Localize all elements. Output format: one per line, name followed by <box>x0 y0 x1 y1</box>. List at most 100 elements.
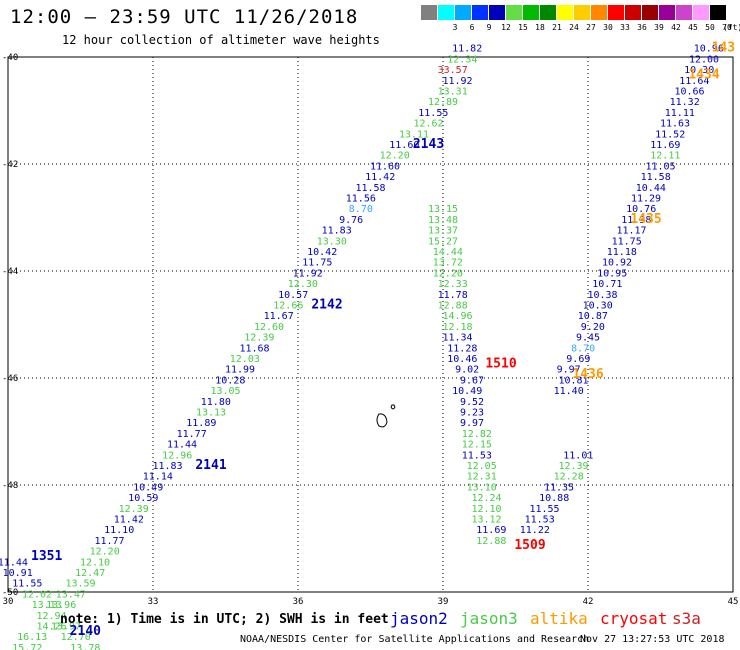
wave-reading: 13.15 <box>428 204 458 215</box>
pass-number: 1435 <box>630 212 661 227</box>
wave-reading: 12.10 <box>471 504 501 515</box>
wave-reading: 11.32 <box>670 97 700 108</box>
wave-reading: 11.29 <box>631 193 661 204</box>
wave-reading: 12.20 <box>433 268 463 279</box>
legend-label: 42 <box>671 23 681 32</box>
wave-reading: 9.45 <box>576 333 600 344</box>
wave-reading: 12.88 <box>438 300 468 311</box>
wave-reading: 13.10 <box>467 482 497 493</box>
map-frame <box>7 56 734 593</box>
legend-label: 45 <box>688 23 698 32</box>
wave-reading: 10.28 <box>215 375 245 386</box>
wave-reading: 12.89 <box>428 97 458 108</box>
legend-label: 21 <box>552 23 562 32</box>
satellite-name: cryosat <box>600 609 668 628</box>
wave-reading: 9.20 <box>581 322 605 333</box>
wave-reading: 9.23 <box>460 407 484 418</box>
wave-reading: 11.05 <box>645 161 675 172</box>
wave-reading: 10.92 <box>602 258 632 269</box>
wave-reading: 12.70 <box>61 632 91 643</box>
wave-reading: 11.69 <box>476 525 506 536</box>
wave-reading: 11.28 <box>447 343 477 354</box>
legend-swatch <box>455 5 471 20</box>
wave-reading: 12.28 <box>554 472 584 483</box>
wave-reading: 13.97 <box>51 621 81 632</box>
wave-reading: 10.88 <box>539 493 569 504</box>
wave-reading: 12.39 <box>558 461 588 472</box>
legend-label: 33 <box>620 23 630 32</box>
legend-label: 70 <box>722 23 732 32</box>
wave-reading: 11.38 <box>621 215 651 226</box>
wave-reading: 12.31 <box>467 472 497 483</box>
wave-reading: 10.42 <box>307 247 337 258</box>
wave-reading: 12.96 <box>162 450 192 461</box>
wave-reading: 10.30 <box>583 300 613 311</box>
legend-swatch <box>574 5 590 20</box>
wave-reading: 11.52 <box>655 129 685 140</box>
islet-outline <box>390 404 396 410</box>
wave-reading: 11.92 <box>442 76 472 87</box>
wave-reading: 11.56 <box>346 193 376 204</box>
pass-number: 2143 <box>413 137 444 152</box>
lon-tick-label: 39 <box>438 597 449 607</box>
legend-swatch <box>642 5 658 20</box>
wave-reading: 13.30 <box>317 236 347 247</box>
legend-swatch <box>506 5 522 20</box>
pass-number: 1351 <box>31 549 62 564</box>
wave-reading: 14.96 <box>442 311 472 322</box>
satellite-name: altika <box>530 609 588 628</box>
wave-reading: 10.30 <box>684 65 714 76</box>
wave-reading: 10.87 <box>578 311 608 322</box>
lat-tick-label: -40 <box>2 53 18 63</box>
legend-swatch <box>523 5 539 20</box>
wave-reading: 11.60 <box>389 140 419 151</box>
lon-tick-label: 42 <box>583 597 594 607</box>
wave-reading: 11.18 <box>607 247 637 258</box>
pass-number: 1436 <box>572 367 603 382</box>
wave-reading: 11.34 <box>442 333 472 344</box>
wave-reading: 11.53 <box>462 450 492 461</box>
legend-swatch <box>557 5 573 20</box>
legend-swatch <box>625 5 641 20</box>
wave-reading: 12.05 <box>467 461 497 472</box>
wave-reading: 10.91 <box>3 568 33 579</box>
wave-reading: 11.14 <box>143 472 173 483</box>
wave-reading: 9.67 <box>460 375 484 386</box>
wave-reading: 11.89 <box>186 418 216 429</box>
wave-reading: 12.39 <box>244 333 274 344</box>
legend-label: 39 <box>654 23 664 32</box>
wave-reading: 11.80 <box>201 397 231 408</box>
timestamp-text: Nov 27 13:27:53 UTC 2018 <box>580 634 725 645</box>
wave-reading: 11.75 <box>302 258 332 269</box>
wave-reading: 12.82 <box>462 429 492 440</box>
wave-reading: 13.13 <box>196 407 226 418</box>
wave-reading: 13.96 <box>46 600 76 611</box>
satellite-name: jason3 <box>460 609 518 628</box>
wave-reading: 10.44 <box>636 183 666 194</box>
legend-swatch <box>608 5 624 20</box>
wave-reading: 12.24 <box>471 493 501 504</box>
wave-reading: 8.70 <box>571 343 595 354</box>
wave-reading: 12.62 <box>413 119 443 130</box>
legend-label: 9 <box>486 23 492 32</box>
wave-reading: 8.70 <box>349 204 373 215</box>
legend-swatch <box>421 5 437 20</box>
wave-reading: 13.78 <box>70 643 100 650</box>
wave-reading: 12.33 <box>438 279 468 290</box>
wave-reading: 11.10 <box>104 525 134 536</box>
legend-label: 6 <box>469 23 475 32</box>
wave-reading: 11.42 <box>365 172 395 183</box>
wave-reading: 13.11 <box>399 129 429 140</box>
lon-tick-label: 33 <box>148 597 159 607</box>
lon-tick-label: 30 <box>3 597 14 607</box>
wave-reading: 11.17 <box>616 226 646 237</box>
wave-reading: 11.63 <box>660 119 690 130</box>
wave-reading: 11.75 <box>612 236 642 247</box>
wave-reading: 11.78 <box>438 290 468 301</box>
wave-reading: 11.77 <box>177 429 207 440</box>
legend-label: 24 <box>569 23 579 32</box>
page-title: 12:00 – 23:59 UTC 11/26/2018 <box>10 6 359 28</box>
wave-reading: 11.40 <box>554 386 584 397</box>
wave-reading: 13.72 <box>433 258 463 269</box>
wave-reading: 10.95 <box>597 268 627 279</box>
